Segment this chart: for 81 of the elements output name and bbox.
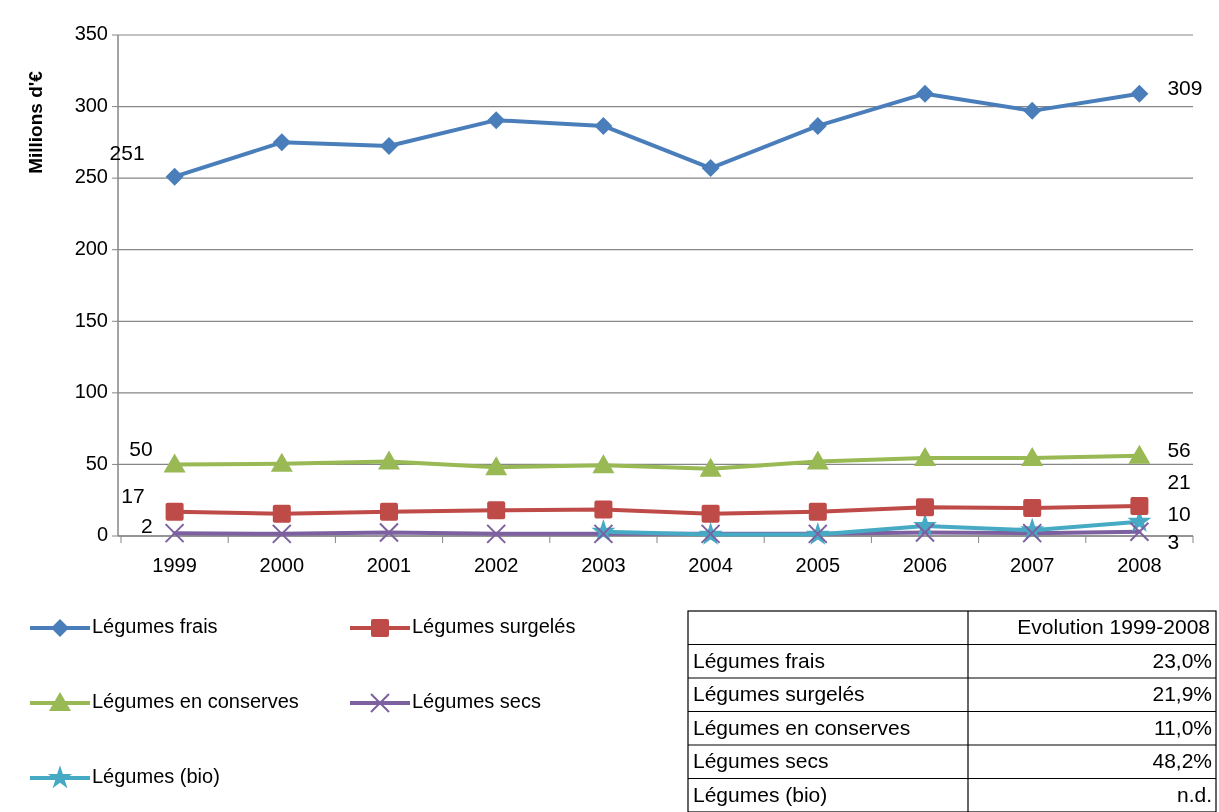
point [271,523,292,544]
x-tick-label: 2006 [902,554,948,576]
point [379,522,399,543]
data-label: 56 [1167,438,1191,462]
point [1022,523,1043,544]
y-tick-label: 300 [74,93,108,116]
y-tick-label: 50 [85,451,108,474]
y-tick-label: 0 [96,523,108,546]
point [380,136,398,155]
point [808,502,827,521]
point [165,502,184,521]
y-tick-label: 100 [74,380,108,403]
text: Légumes surgelés [693,682,865,706]
legend-label: Légumes (bio) [92,765,220,788]
point [592,454,615,474]
point [1023,101,1042,120]
legend-label: Légumes en conserves [92,690,299,713]
y-tick-label: 150 [74,308,108,331]
point [594,116,613,135]
data-label: 309 [1167,76,1203,100]
point [594,500,613,519]
legend-label: Légumes frais [92,615,218,638]
text: Légumes en conserves [693,715,911,739]
point [272,133,291,152]
legend-label: Légumes secs [412,690,541,713]
point [915,522,935,543]
point [914,446,936,466]
x-tick-label: 2002 [473,554,519,576]
text: Légumes (bio) [693,782,828,806]
point [808,116,827,135]
point [701,159,720,178]
data-label: 21 [1167,470,1191,494]
data-label: 251 [109,141,145,165]
point [1130,496,1149,515]
text: Evolution 1999-2008 [1017,615,1210,639]
point [1128,444,1151,464]
x-tick-label: 2004 [688,554,733,576]
x-tick-label: 2005 [795,554,841,576]
point [165,167,184,186]
y-axis-title: Millions d'€ [25,70,46,174]
point [1130,84,1149,103]
text: 48,2% [1152,749,1212,773]
point [487,111,506,130]
text: 21,9% [1152,682,1212,706]
point [487,501,506,520]
point [485,456,508,476]
text: Légumes secs [693,749,829,773]
text: 23,0% [1152,648,1212,672]
point [1129,521,1150,542]
point [272,504,291,523]
legend-label: Légumes surgelés [412,615,576,638]
y-tick-label: 250 [74,165,108,188]
text: Légumes frais [693,648,825,672]
text: 11,0% [1154,715,1212,739]
point [806,450,829,470]
x-tick-label: 2001 [366,554,412,576]
x-tick-label: 2007 [1009,554,1055,576]
point [380,502,398,521]
point [916,498,934,517]
point [164,523,185,544]
point [916,84,934,103]
point [163,453,186,473]
point [701,504,720,523]
point [1023,499,1042,518]
x-tick-label: 1999 [152,554,197,576]
x-tick-label: 2003 [581,554,626,576]
x-tick-label: 2008 [1117,554,1162,576]
y-tick-label: 350 [74,22,108,45]
data-label: 3 [1167,530,1180,554]
y-tick-label: 200 [74,237,108,259]
point [699,457,722,477]
x-tick-label: 2000 [259,554,305,576]
point [270,452,293,472]
data-label: 10 [1167,502,1191,526]
data-label: 2 [140,513,153,537]
data-label: 50 [129,436,153,460]
data-label: 17 [121,484,145,508]
point [486,523,507,544]
point [1021,446,1044,466]
point [378,450,400,470]
text: n.d. [1176,782,1212,806]
